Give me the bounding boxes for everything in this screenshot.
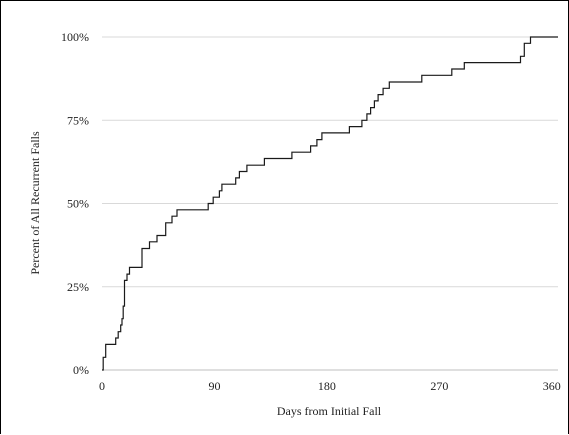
x-axis-title: Days from Initial Fall — [277, 404, 382, 418]
y-axis-title: Percent of All Recurrent Falls — [28, 131, 42, 275]
y-tick-label: 50% — [67, 197, 89, 211]
gridlines — [102, 36, 558, 371]
x-tick-label: 270 — [430, 379, 448, 393]
y-tick-label: 25% — [67, 280, 89, 294]
series-layer — [102, 36, 558, 371]
y-tick-label: 100% — [61, 30, 89, 44]
x-tick-label: 360 — [543, 379, 561, 393]
y-axis-ticks: 0% 25% 50% 75% 100% — [61, 30, 89, 377]
cumulative-step-line — [102, 36, 558, 371]
x-axis-ticks: 0 90 180 270 360 — [99, 379, 561, 393]
y-tick-label: 0% — [73, 363, 89, 377]
y-tick-label: 75% — [67, 113, 89, 127]
x-tick-label: 90 — [208, 379, 220, 393]
x-tick-label: 0 — [99, 379, 105, 393]
x-tick-label: 180 — [318, 379, 336, 393]
